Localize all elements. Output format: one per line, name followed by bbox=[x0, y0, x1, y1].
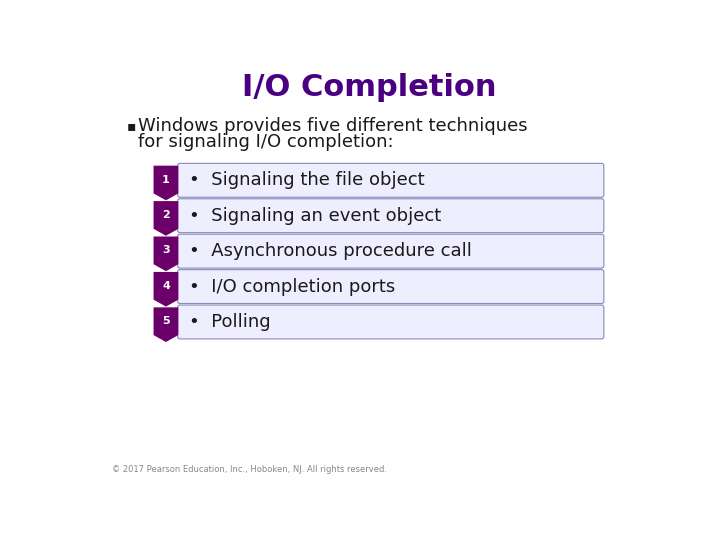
Polygon shape bbox=[153, 237, 179, 271]
Text: ▪: ▪ bbox=[127, 119, 137, 133]
Text: 2: 2 bbox=[162, 210, 170, 220]
FancyBboxPatch shape bbox=[178, 164, 604, 197]
FancyBboxPatch shape bbox=[178, 199, 604, 233]
Text: 4: 4 bbox=[162, 281, 170, 291]
Text: 1: 1 bbox=[162, 174, 170, 185]
Text: •  Polling: • Polling bbox=[189, 313, 271, 331]
FancyBboxPatch shape bbox=[178, 269, 604, 303]
Text: •  I/O completion ports: • I/O completion ports bbox=[189, 278, 395, 295]
Text: I/O Completion: I/O Completion bbox=[242, 73, 496, 103]
Text: •  Signaling an event object: • Signaling an event object bbox=[189, 207, 441, 225]
Text: •  Asynchronous procedure call: • Asynchronous procedure call bbox=[189, 242, 472, 260]
Text: 3: 3 bbox=[162, 245, 170, 255]
Text: Windows provides five different techniques: Windows provides five different techniqu… bbox=[138, 117, 528, 136]
Text: 5: 5 bbox=[162, 316, 170, 326]
Text: © 2017 Pearson Education, Inc., Hoboken, NJ. All rights reserved.: © 2017 Pearson Education, Inc., Hoboken,… bbox=[112, 465, 387, 475]
Polygon shape bbox=[153, 307, 179, 342]
FancyBboxPatch shape bbox=[178, 234, 604, 268]
Text: •  Signaling the file object: • Signaling the file object bbox=[189, 171, 425, 190]
Text: for signaling I/O completion:: for signaling I/O completion: bbox=[138, 133, 394, 151]
FancyBboxPatch shape bbox=[178, 305, 604, 339]
Polygon shape bbox=[153, 272, 179, 307]
Polygon shape bbox=[153, 201, 179, 236]
Polygon shape bbox=[153, 166, 179, 200]
